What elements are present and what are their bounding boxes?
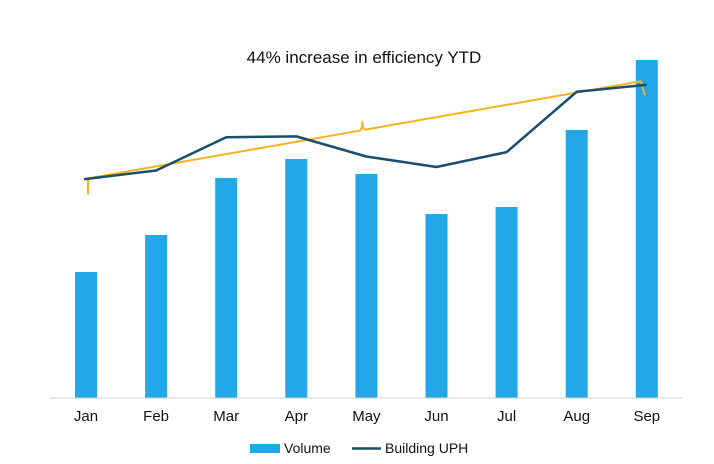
trend-label: 44% increase in efficiency YTD <box>247 48 482 67</box>
bar-series-volume <box>75 60 658 398</box>
x-tick-apr: Apr <box>285 408 308 425</box>
bar-jan <box>75 272 97 398</box>
bar-feb <box>145 235 168 398</box>
x-tick-sep: Sep <box>633 408 660 425</box>
bar-may <box>355 174 378 398</box>
x-tick-jan: Jan <box>74 408 98 425</box>
x-tick-aug: Aug <box>563 408 590 425</box>
bar-mar <box>215 178 238 398</box>
x-tick-may: May <box>352 408 381 425</box>
x-tick-mar: Mar <box>213 408 239 425</box>
x-tick-jun: Jun <box>424 408 448 425</box>
bar-jun <box>425 214 448 398</box>
bar-sep <box>635 60 658 398</box>
x-tick-labels: Jan Feb Mar Apr May Jun Jul Aug Sep <box>74 408 660 425</box>
legend-volume-swatch <box>250 444 280 453</box>
building-uph-line <box>83 83 647 181</box>
legend: Volume Building UPH <box>250 440 468 456</box>
x-tick-feb: Feb <box>143 408 169 425</box>
trend-annotation <box>87 80 646 195</box>
legend-volume-label: Volume <box>284 440 331 456</box>
legend-building-uph-label: Building UPH <box>385 440 468 456</box>
trend-line <box>87 80 646 195</box>
line-series-building-uph <box>83 83 647 181</box>
bar-apr <box>285 159 308 398</box>
x-tick-jul: Jul <box>497 408 516 425</box>
bar-jul <box>495 207 518 398</box>
bar-aug <box>565 130 588 398</box>
